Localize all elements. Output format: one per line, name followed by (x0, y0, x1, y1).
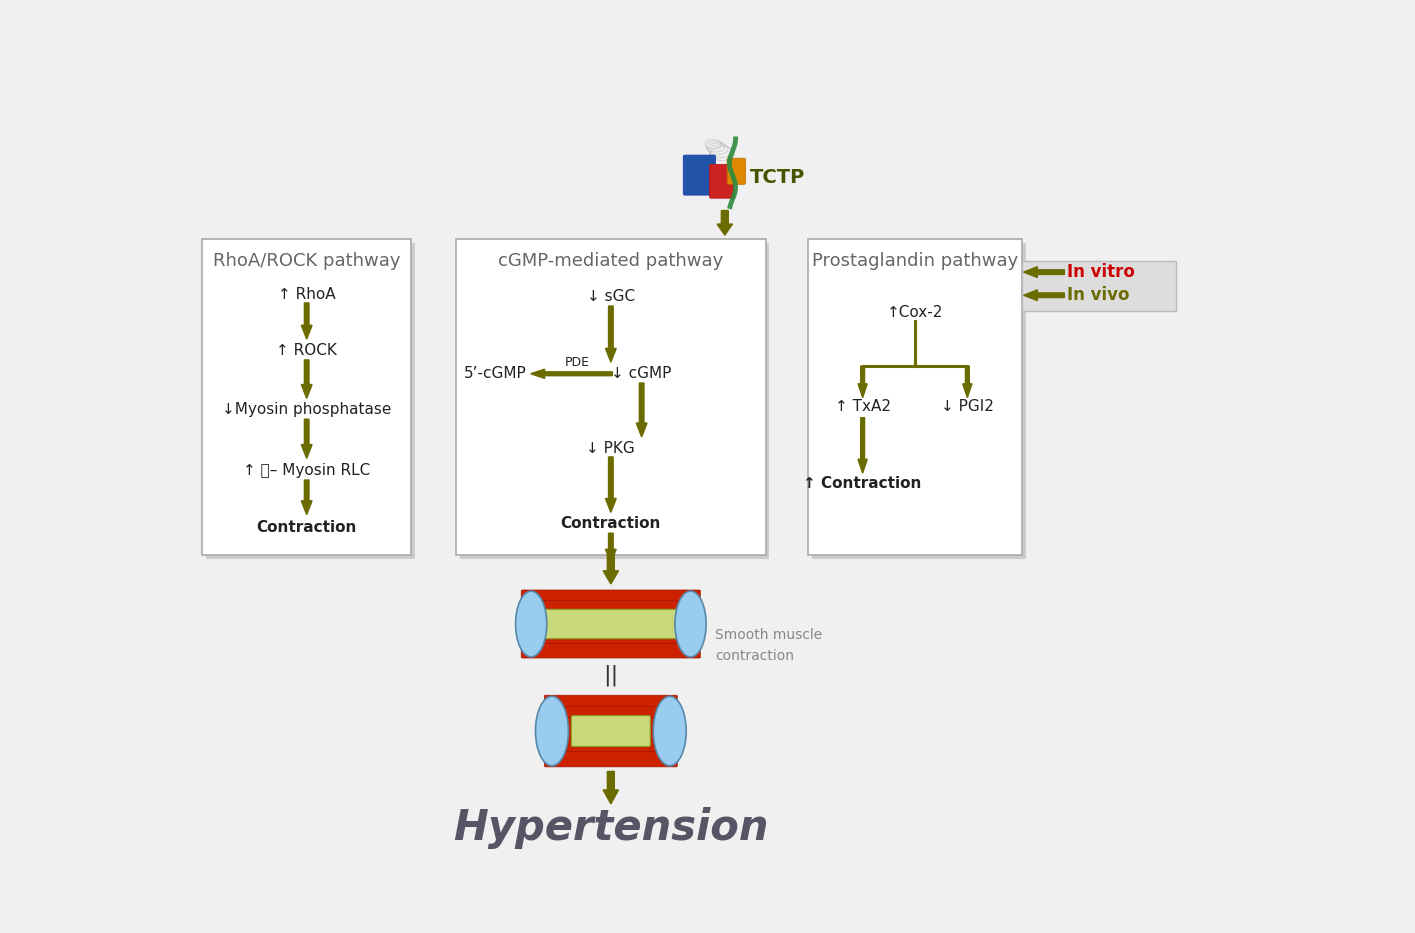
FancyBboxPatch shape (460, 243, 770, 559)
Text: ||: || (603, 665, 618, 687)
FancyBboxPatch shape (521, 601, 700, 616)
FancyArrow shape (301, 360, 313, 398)
Text: cGMP-mediated pathway: cGMP-mediated pathway (498, 252, 723, 270)
FancyBboxPatch shape (683, 155, 716, 195)
Text: Smooth muscle
contraction: Smooth muscle contraction (715, 628, 822, 662)
FancyArrow shape (717, 211, 733, 235)
Ellipse shape (515, 592, 546, 657)
Text: 5’-cGMP: 5’-cGMP (463, 367, 526, 382)
FancyArrow shape (301, 419, 313, 458)
Text: PDE: PDE (565, 356, 590, 369)
Text: Contraction: Contraction (256, 521, 357, 536)
Text: ↑Cox-2: ↑Cox-2 (887, 305, 944, 320)
FancyArrow shape (301, 303, 313, 339)
FancyBboxPatch shape (709, 164, 734, 198)
FancyArrow shape (1023, 267, 1064, 277)
Text: ↓ sGC: ↓ sGC (587, 289, 635, 304)
Text: In vitro: In vitro (1067, 263, 1135, 281)
Text: ↑ ROCK: ↑ ROCK (276, 343, 337, 358)
FancyBboxPatch shape (205, 243, 415, 559)
FancyBboxPatch shape (808, 239, 1022, 555)
FancyArrow shape (962, 366, 972, 397)
FancyArrow shape (606, 306, 616, 362)
FancyArrow shape (603, 555, 618, 584)
FancyArrow shape (857, 366, 867, 397)
FancyBboxPatch shape (1022, 260, 1176, 311)
FancyBboxPatch shape (812, 243, 1026, 559)
FancyBboxPatch shape (727, 159, 746, 185)
FancyBboxPatch shape (545, 729, 678, 745)
Text: ↑ Ⓙ– Myosin RLC: ↑ Ⓙ– Myosin RLC (243, 463, 371, 478)
Text: Contraction: Contraction (560, 516, 661, 532)
FancyArrow shape (301, 480, 313, 515)
Text: In vivo: In vivo (1067, 286, 1129, 304)
FancyBboxPatch shape (521, 633, 700, 648)
Text: ↑ Contraction: ↑ Contraction (804, 477, 921, 492)
FancyBboxPatch shape (545, 706, 678, 722)
FancyBboxPatch shape (521, 643, 700, 658)
Text: ↓ cGMP: ↓ cGMP (611, 367, 672, 382)
FancyBboxPatch shape (545, 695, 678, 711)
Ellipse shape (675, 592, 706, 657)
FancyBboxPatch shape (521, 622, 700, 636)
FancyArrow shape (531, 369, 613, 379)
Text: ↓ PGI2: ↓ PGI2 (941, 399, 993, 414)
FancyArrow shape (603, 772, 618, 804)
FancyBboxPatch shape (572, 716, 651, 746)
Text: ↓Myosin phosphatase: ↓Myosin phosphatase (222, 402, 392, 417)
Text: TCTP: TCTP (750, 168, 805, 187)
FancyBboxPatch shape (521, 611, 700, 626)
FancyBboxPatch shape (202, 239, 412, 555)
FancyBboxPatch shape (545, 740, 678, 756)
FancyArrow shape (1023, 290, 1064, 300)
Text: ↑ RhoA: ↑ RhoA (277, 287, 335, 302)
FancyBboxPatch shape (545, 717, 678, 733)
Text: Hypertension: Hypertension (453, 807, 768, 849)
FancyBboxPatch shape (456, 239, 766, 555)
FancyArrow shape (637, 383, 647, 437)
FancyArrow shape (857, 418, 867, 473)
Text: ↑ TxA2: ↑ TxA2 (835, 399, 890, 414)
FancyArrow shape (606, 533, 616, 563)
FancyBboxPatch shape (521, 590, 700, 605)
Ellipse shape (535, 696, 569, 766)
Ellipse shape (654, 696, 686, 766)
Text: ↓ PKG: ↓ PKG (586, 441, 635, 456)
FancyArrow shape (606, 457, 616, 512)
FancyBboxPatch shape (545, 751, 678, 767)
FancyBboxPatch shape (543, 609, 679, 639)
Text: Prostaglandin pathway: Prostaglandin pathway (812, 252, 1019, 270)
Text: RhoA/ROCK pathway: RhoA/ROCK pathway (212, 252, 400, 270)
